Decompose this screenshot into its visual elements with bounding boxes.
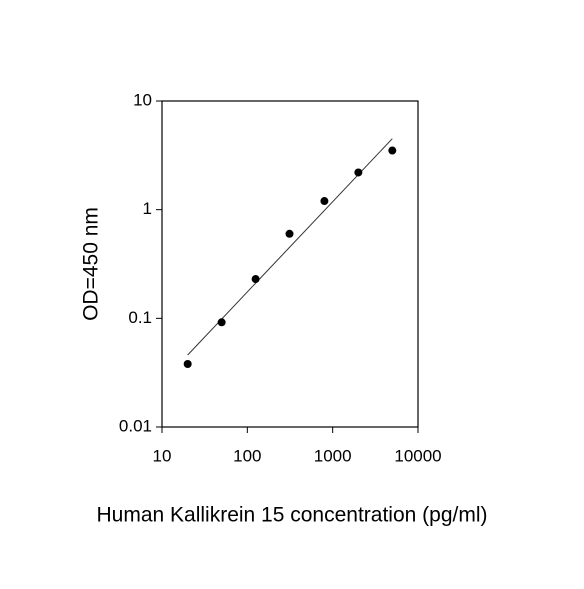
x-tick-label: 1000 bbox=[314, 446, 352, 465]
data-point bbox=[354, 168, 363, 177]
y-tick-label: 1 bbox=[143, 199, 152, 218]
x-axis-label: Human Kallikrein 15 concentration (pg/ml… bbox=[96, 504, 487, 527]
data-point bbox=[285, 229, 294, 238]
data-point bbox=[320, 197, 329, 206]
data-point bbox=[251, 275, 260, 284]
data-point bbox=[183, 359, 192, 368]
plot-frame bbox=[161, 100, 419, 428]
y-tick-label: 10 bbox=[133, 90, 152, 109]
x-tick-label: 10 bbox=[153, 446, 172, 465]
data-point bbox=[388, 146, 397, 155]
x-tick-label: 10000 bbox=[394, 446, 441, 465]
x-tick-label: 100 bbox=[233, 446, 261, 465]
data-point bbox=[217, 318, 226, 327]
y-tick-label: 0.1 bbox=[128, 308, 152, 327]
y-axis-label: OD=450 nm bbox=[80, 207, 103, 321]
y-tick-label: 0.01 bbox=[119, 416, 152, 435]
